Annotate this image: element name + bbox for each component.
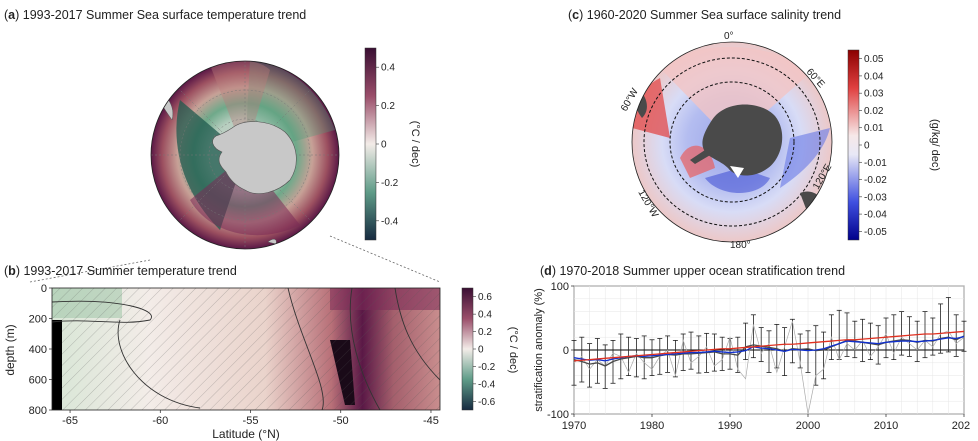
panel-b-xtick-label: -65: [62, 415, 78, 427]
panel-a-map: 0.4 0.2 0 -0.2 -0.4 (°C / dec): [150, 47, 421, 250]
panel-b-colorbar-tick-label: -0.4: [478, 379, 496, 390]
panel-c-colorbar-tick-label: 0.03: [864, 89, 884, 100]
panel-c-colorbar-tick-label: 0.05: [864, 54, 884, 65]
obs-series: [573, 335, 965, 367]
map-label-180: 180°: [730, 240, 751, 251]
panel-c-colorbar-tick-label: 0.02: [864, 106, 884, 117]
panel-b-colorbar-tick-label: 0.4: [478, 310, 492, 321]
panel-b-ytick-label: 200: [29, 314, 47, 326]
panel-c-colorbar-tick-label: 0.01: [864, 123, 884, 134]
panel-b-ytick-label: 400: [29, 344, 47, 356]
panel-b-colorbar-tick-label: 0.6: [478, 292, 492, 303]
panel-b-colorbar: [461, 287, 474, 411]
panel-b-xtick-label: -50: [333, 415, 349, 427]
panel-d-ytick-label: -100: [547, 409, 569, 421]
panel-b-colorbar-tick-label: 0: [478, 345, 484, 356]
panel-c-colorbar-tick-label: -0.02: [864, 175, 887, 186]
panel-d-xtick-label: 2000: [796, 420, 820, 432]
panel-d-xtick-label: 2010: [874, 420, 898, 432]
map-label-0: 0°: [724, 31, 734, 42]
panel-b-ytick-label: 0: [41, 283, 47, 295]
panel-b-xtick-label: -60: [152, 415, 168, 427]
panel-b-title: (b) 1993-2017 Summer temperature trend: [4, 264, 237, 278]
panel-a-colorbar-tick-label: -0.2: [381, 178, 399, 189]
panel-c-colorbar-tick-label: -0.04: [864, 210, 887, 221]
panel-d-ytick-label: 100: [551, 281, 569, 293]
panel-c-colorbar: [847, 49, 860, 241]
panel-b-ylabel: depth (m): [3, 324, 17, 375]
antarctica-landmass: [212, 121, 297, 194]
panel-c-colorbar-label: (g/kg/ dec): [929, 119, 941, 171]
panel-d-title: (d) 1970-2018 Summer upper ocean stratif…: [540, 264, 846, 278]
panel-d-xtick-label: 2020: [952, 420, 970, 432]
panel-d-xtick-label: 1990: [718, 420, 742, 432]
panel-b-xlabel: Latitude (°N): [212, 427, 280, 441]
antarctica-landmass: [702, 104, 783, 176]
panel-b-colorbar-tick-label: -0.6: [478, 397, 496, 408]
panel-d-xtick-label: 1970: [562, 420, 586, 432]
panel-a-colorbar: [364, 47, 377, 241]
panel-c-colorbar-tick-label: 0.04: [864, 71, 884, 82]
panel-a-title: (a) 1993-2017 Summer Sea surface tempera…: [4, 8, 307, 22]
panel-c-title: (c) 1960-2020 Summer Sea surface salinit…: [568, 8, 842, 22]
panel-a-colorbar-label: (°C / dec): [409, 121, 421, 168]
panel-a-colorbar-tick-label: 0.2: [381, 101, 395, 112]
panel-b-ytick-label: 800: [29, 405, 47, 417]
panel-b-colorbar-label: (°C / dec): [507, 327, 519, 374]
panel-d-chart: 1970 1980 1990 2000 2010 2020 100 0 -100 stratif…: [533, 281, 970, 432]
panel-c-colorbar-tick-label: -0.03: [864, 192, 887, 203]
panel-b-colorbar-tick-label: -0.2: [478, 362, 496, 373]
panel-b-colorbar-tick-label: 0.2: [478, 327, 492, 338]
panel-b-ytick-label: 600: [29, 375, 47, 387]
panel-b-chart: -65 -60 -55 -50 -45 0 200 400 600 800 Latitude (°…: [3, 283, 519, 441]
panel-d-ylabel: stratification anomaly (%): [533, 288, 545, 412]
panel-c-colorbar-tick-label: -0.05: [864, 227, 887, 238]
panel-c-colorbar-tick-label: 0: [864, 141, 870, 152]
panel-b-xtick-label: -45: [423, 415, 439, 427]
panel-c-map: 0° 60°E 120°E 180° 120°W 60°W 0.050.040.…: [620, 31, 941, 251]
panel-a-colorbar-tick-label: 0: [381, 140, 387, 151]
panel-b-xtick-label: -55: [243, 415, 259, 427]
trend-series: [573, 330, 965, 362]
panel-c-colorbar-tick-label: -0.01: [864, 158, 887, 169]
panel-a-colorbar-tick-label: -0.4: [381, 216, 399, 227]
panel-d-xtick-label: 1980: [640, 420, 664, 432]
panel-a-colorbar-tick-label: 0.4: [381, 63, 395, 74]
panel-d-ytick-label: 0: [563, 345, 569, 357]
